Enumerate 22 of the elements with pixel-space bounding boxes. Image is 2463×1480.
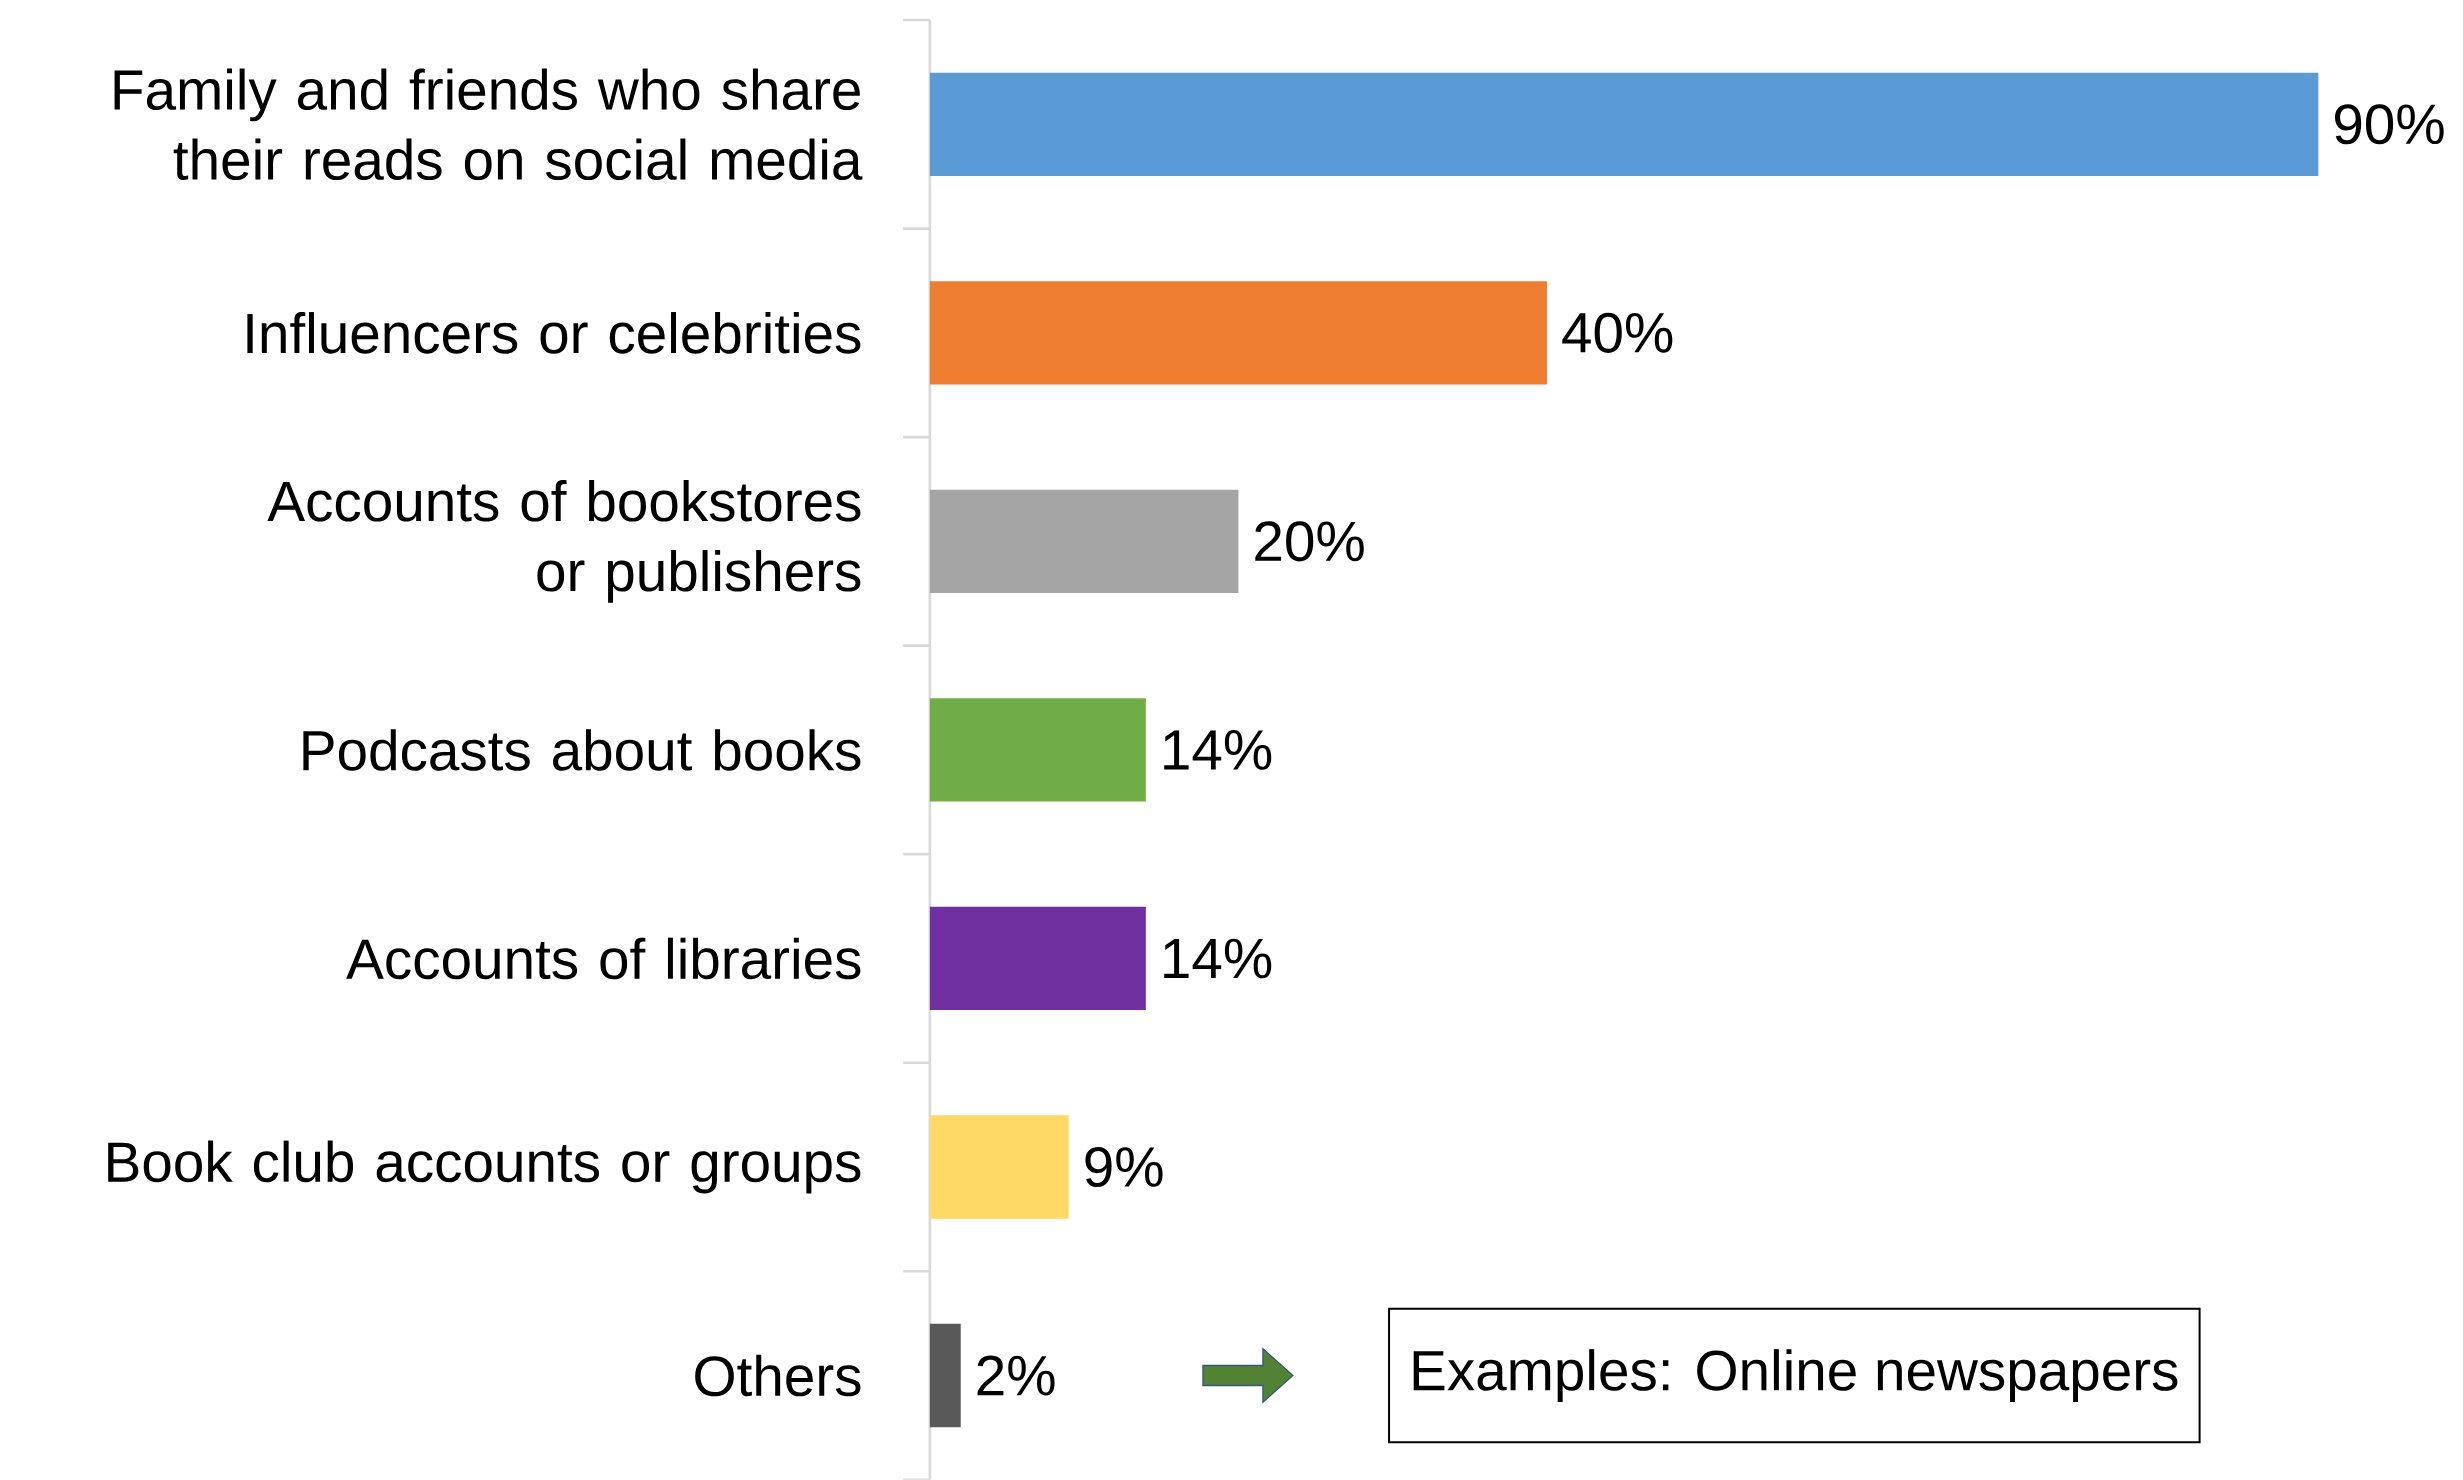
data-label: 90% [2334,104,2444,145]
y-tick-label: Influencers or celebrities [247,312,861,354]
y-tick-label: Accounts of bookstores or publishers [267,480,861,603]
data-label: 2% [977,1355,1055,1396]
bar [929,281,1547,385]
bar [929,72,2319,177]
bar [929,1323,961,1428]
y-tick-label: Podcasts about books [303,729,861,771]
y-tick-label: Family and friends who share their reads on social media [114,68,863,181]
data-label: 20% [1255,521,1364,562]
y-tick-label: Accounts of libraries [346,937,861,980]
annotation: Examples: Online newspapers [1413,1349,2178,1403]
bar [929,1115,1069,1219]
bar [929,698,1146,802]
data-label: 14% [1164,938,1272,979]
bar [929,489,1239,594]
bar [929,906,1146,1011]
y-tick-label: Others [695,1354,861,1397]
data-label: 40% [1562,312,1673,354]
data-label: 14% [1164,730,1272,770]
y-tick-label: Book club accounts or groups [108,1140,861,1194]
data-label: 9% [1085,1147,1163,1188]
